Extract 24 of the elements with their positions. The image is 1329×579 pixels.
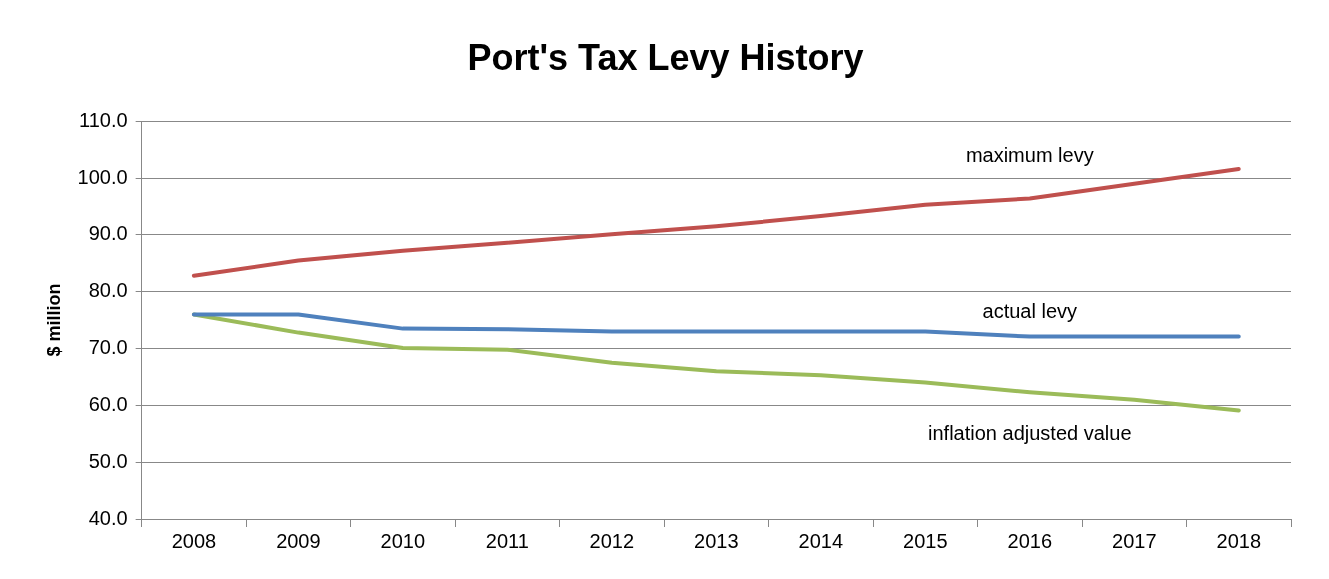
x-tick-label: 2015 xyxy=(903,529,948,552)
series-label: inflation adjusted value xyxy=(928,421,1132,444)
x-tick-label: 2014 xyxy=(798,529,844,552)
y-axis-title: $ million xyxy=(43,283,64,357)
y-tick-label: 50.0 xyxy=(88,449,128,472)
y-tick-label: 110.0 xyxy=(79,108,128,131)
y-tick-label: 90.0 xyxy=(88,222,128,245)
x-tick-label: 2012 xyxy=(589,529,635,552)
series-label: actual levy xyxy=(982,300,1078,323)
x-tick-label: 2018 xyxy=(1216,529,1262,552)
x-tick-label: 2013 xyxy=(694,529,739,552)
x-tick-label: 2008 xyxy=(171,529,217,552)
x-tick-label: 2009 xyxy=(276,529,321,552)
x-tick-label: 2011 xyxy=(485,529,529,552)
y-tick-label: 40.0 xyxy=(88,506,128,529)
x-tick-label: 2017 xyxy=(1112,529,1157,552)
y-tick-label: 100.0 xyxy=(77,165,128,188)
y-tick-label: 80.0 xyxy=(88,279,128,302)
chart-title: Port's Tax Levy History xyxy=(467,36,864,78)
x-tick-label: 2010 xyxy=(380,529,426,552)
y-tick-label: 60.0 xyxy=(88,392,128,415)
y-tick-label: 70.0 xyxy=(88,336,128,359)
x-tick-label: 2016 xyxy=(1007,529,1053,552)
series-label: maximum levy xyxy=(965,144,1094,166)
